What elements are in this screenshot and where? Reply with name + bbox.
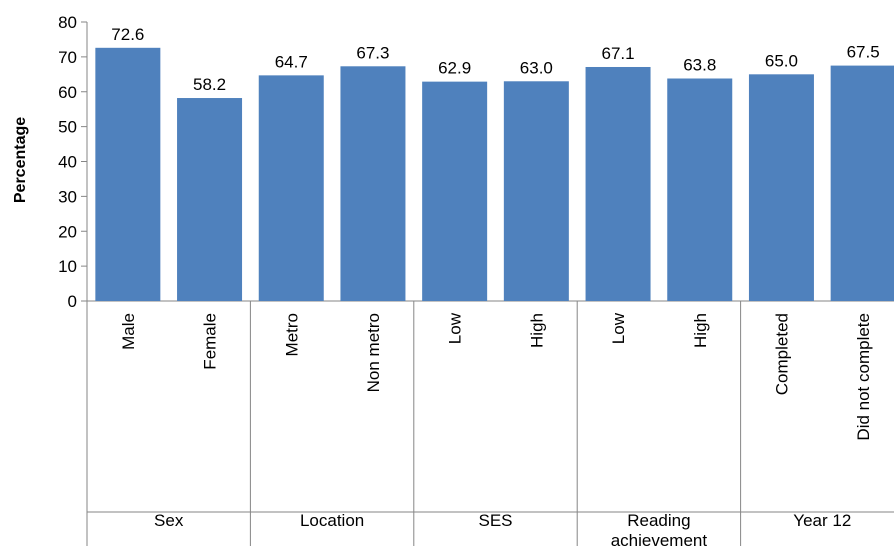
bar	[177, 98, 243, 301]
y-tick-label: 70	[58, 48, 77, 67]
x-category-label: Female	[201, 313, 220, 370]
data-labels: 72.6 58.2 64.7 67.3 62.9 63.0 67.1 63.8 65.0 67.5	[111, 25, 879, 94]
y-tick-label: 0	[68, 292, 77, 311]
bar-value-label: 72.6	[111, 25, 144, 44]
y-tick-label: 30	[58, 187, 77, 206]
x-category-label: Completed	[772, 313, 791, 395]
x-group-label-line: Sex	[154, 511, 184, 530]
y-tick-label: 60	[58, 83, 77, 102]
x-category-labels: Male Female Metro Non metro Low High Low High Co…	[119, 312, 873, 440]
x-group-label-line: achievement	[611, 531, 708, 546]
bar	[258, 75, 324, 301]
y-axis-label: Percentage	[12, 117, 29, 203]
x-category-label: High	[691, 313, 710, 348]
y-tick-label: 10	[58, 257, 77, 276]
bar-value-label: 67.3	[356, 43, 389, 62]
y-ticks: 0 10 20 30 40 50 60 70 80	[58, 13, 87, 311]
bar-value-label: 62.9	[438, 59, 471, 78]
x-category-label: Low	[609, 312, 628, 344]
y-tick-label: 50	[58, 118, 77, 137]
x-group-label-line: Location	[300, 511, 364, 530]
bar	[748, 74, 814, 301]
bar-value-label: 64.7	[275, 52, 308, 71]
bar-value-label: 67.1	[602, 44, 635, 63]
bar	[585, 66, 651, 302]
bar	[95, 47, 161, 302]
x-group-label-line: Year 12	[793, 511, 851, 530]
x-group-label: SES	[478, 511, 512, 530]
x-category-label: High	[527, 313, 546, 348]
bar	[422, 81, 488, 301]
bar-value-label: 65.0	[765, 51, 798, 70]
x-group-label: Location	[300, 511, 364, 530]
x-category-label: Metro	[282, 313, 301, 356]
x-group-label: Reading achievement	[611, 511, 708, 546]
bar-value-label: 63.8	[683, 55, 716, 74]
x-category-label: Male	[119, 313, 138, 350]
bar-value-label: 63.0	[520, 58, 553, 77]
x-group-label: Year 12	[793, 511, 851, 530]
bar	[503, 81, 569, 301]
x-group-label-line: Reading	[627, 511, 690, 530]
bar-value-label: 58.2	[193, 75, 226, 94]
bars	[95, 47, 894, 302]
x-group-label-line: SES	[478, 511, 512, 530]
bar	[667, 78, 733, 301]
x-group-label: Sex	[154, 511, 184, 530]
y-tick-label: 20	[58, 222, 77, 241]
bar	[830, 65, 894, 301]
x-category-label: Did not complete	[854, 313, 873, 441]
y-tick-label: 80	[58, 13, 77, 32]
bar	[340, 66, 406, 301]
y-tick-label: 40	[58, 153, 77, 172]
x-category-label: Non metro	[364, 313, 383, 392]
x-category-label: Low	[446, 312, 465, 344]
bar-value-label: 67.5	[847, 43, 880, 62]
x-group-labels: Sex Location SES Reading achievement Year 12	[154, 301, 851, 546]
